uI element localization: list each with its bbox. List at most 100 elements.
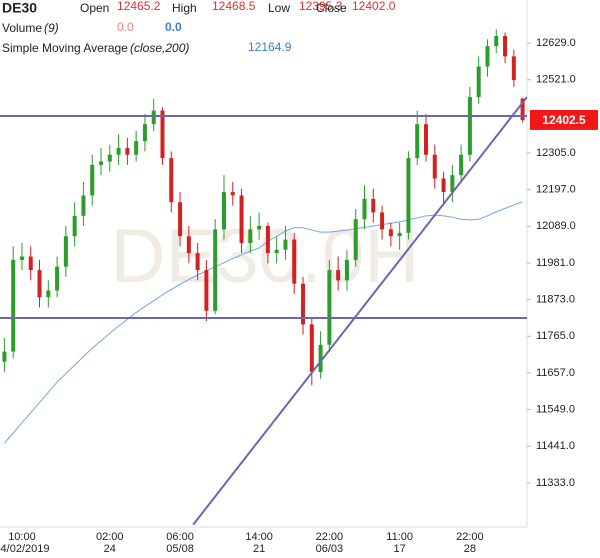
candle-body [371,198,376,213]
last-price-tag [530,109,598,130]
candle-body [221,192,226,230]
candle-body [230,192,235,196]
candle-body [257,226,262,230]
candle-body [520,98,525,121]
y-tick-label: 12197.0 [536,184,576,196]
candle-body [151,110,156,125]
candle-body [432,154,437,179]
candle-body [301,283,306,325]
y-tick-label: 12521.0 [536,74,576,86]
candle-body [2,351,7,362]
low-value: 12395.3 [299,0,343,13]
candle-body [63,236,68,267]
candle-body [450,175,455,193]
candle-body [125,147,130,155]
symbol: DE30 [2,0,37,16]
trend-line [192,96,527,526]
x-tick-date: 06/03 [316,543,344,555]
y-tick-label: 11981.0 [536,257,575,269]
sma-params: (close,200) [130,41,189,55]
candle-body [397,232,402,237]
last-price-label: 12402.5 [542,113,586,127]
y-tick-label: 11873.0 [536,294,575,306]
candle-body [116,147,121,155]
x-tick-date: 05/08 [166,543,194,555]
x-tick-date: 28 [464,543,476,555]
candle-body [441,178,446,193]
candle-body [327,270,332,345]
candle-body [107,154,112,162]
candle-body [423,124,428,155]
low-label: Low [268,1,290,15]
x-tick-date: 24 [104,543,116,555]
candle-body [186,236,191,254]
candle-body [134,141,139,155]
y-tick-label: 11657.0 [536,367,575,379]
volume-value: 0.0 [117,20,134,34]
volume-params: (9) [44,21,59,35]
candle-body [169,158,174,203]
x-tick-label: 11:00 [386,531,413,543]
x-tick-label: 22:00 [316,531,344,543]
close-label: Close [316,1,347,15]
close-value: 12402.0 [352,0,396,13]
sma-value: 12164.9 [248,40,292,54]
high-label: High [172,1,197,15]
x-tick-label: 22:00 [456,531,484,543]
candle-body [142,124,147,142]
candle-body [380,212,385,230]
candle-body [204,270,209,311]
candle-body [55,266,60,291]
x-tick-label: 10:00 [8,531,36,543]
candle-body [248,229,253,243]
candle-body [265,226,270,254]
candle-body [28,256,33,271]
candle-body [459,154,464,176]
sma-line [4,201,523,444]
candle-body [476,66,481,98]
x-tick-date: 21 [253,543,265,555]
y-tick-label: 12305.0 [536,147,576,159]
y-tick-label: 11765.0 [536,330,575,342]
candle-body [195,253,200,271]
candle-body [46,290,51,298]
candle-body [213,229,218,311]
candle-body [318,344,323,372]
candle-body [90,164,95,196]
candle-body [467,97,472,155]
candle-body [19,256,24,260]
candle-body [292,239,297,284]
candle-body [283,239,288,250]
x-tick-label: 14:00 [245,531,273,543]
candle-body [99,161,104,165]
candle-body [309,324,314,372]
candle-body [239,195,244,243]
candle-body [37,270,42,298]
sma-label: Simple Moving Average [2,41,128,55]
candle-body [485,46,490,67]
y-tick-label: 12629.0 [536,37,576,49]
x-tick-date: 17 [394,543,406,555]
y-tick-label: 11549.0 [536,403,575,415]
open-label: Open [80,1,109,15]
watermark: DE30.0H [111,214,419,299]
plot: DE30.0H [0,29,527,526]
y-tick-label: 11333.0 [536,477,575,489]
candle-body [388,229,393,237]
candle-body [494,35,499,47]
x-tick-label: 02:00 [96,531,124,543]
candle-body [81,195,86,216]
candle-body [344,259,349,281]
x-tick-date: 04/02/2019 [0,543,49,555]
candle-body [178,202,183,237]
x-tick-label: 06:00 [166,531,194,543]
volume-label: Volume [2,21,42,35]
candle-body [336,270,341,281]
high-value: 12468.5 [212,0,256,13]
y-tick-label: 11441.0 [536,440,575,452]
candle-body [11,259,16,352]
candle-body [72,215,77,237]
candle-body [415,124,420,159]
candle-body [160,110,165,159]
